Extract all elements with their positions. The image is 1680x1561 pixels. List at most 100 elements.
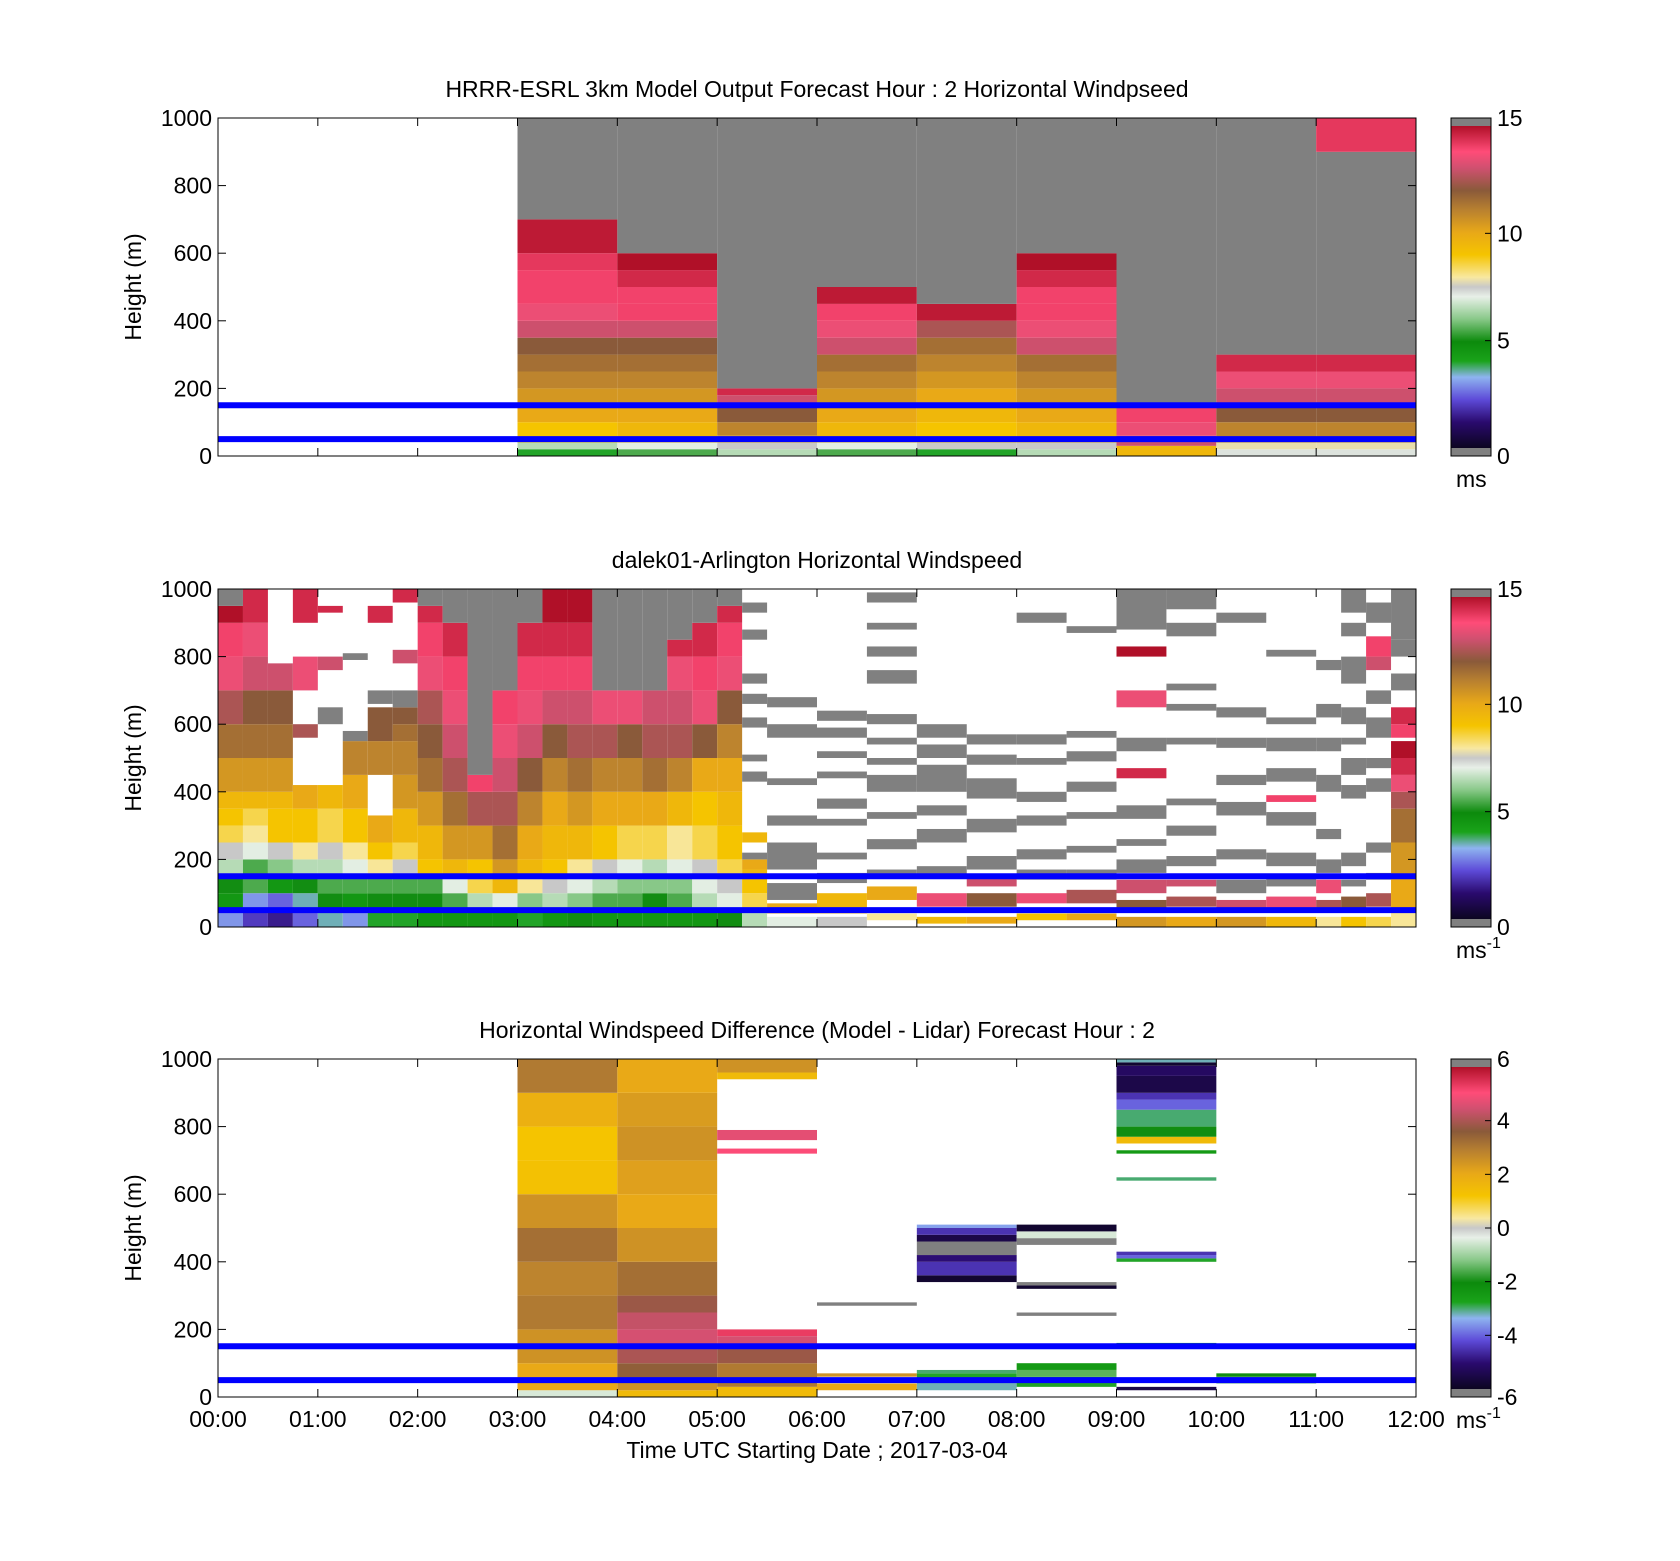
heatmap-cell (1266, 649, 1317, 657)
heatmap-cell (1116, 1258, 1217, 1262)
heatmap-cell (717, 1072, 817, 1080)
colorbar-tick-label: 15 (1497, 576, 1523, 602)
heatmap-cell (717, 388, 817, 396)
heatmap-cell (1016, 303, 1117, 321)
heatmap-cell (342, 774, 368, 809)
heatmap-cell (617, 1295, 718, 1313)
chart-title: HRRR-ESRL 3km Model Output Forecast Hour… (445, 76, 1188, 102)
heatmap-cell (1316, 405, 1416, 423)
heatmap-cell (218, 893, 243, 911)
heatmap-cell (617, 1363, 718, 1381)
heatmap-cell (267, 910, 293, 927)
heatmap-cell (317, 707, 343, 725)
heatmap-cell (742, 629, 768, 640)
heatmap-cell (916, 1234, 1017, 1242)
heatmap-cell (1316, 354, 1416, 372)
heatmap-cell (367, 605, 393, 623)
heatmap-cell (1316, 659, 1342, 671)
heatmap-cell (317, 893, 343, 911)
heatmap-cell (392, 690, 418, 708)
heatmap-cell (317, 910, 343, 927)
heatmap-cell (717, 118, 817, 389)
x-tick-label: 03:00 (489, 1406, 547, 1432)
heatmap-cell (916, 764, 967, 792)
heatmap-cell (717, 422, 817, 436)
heatmap-cell (567, 859, 593, 877)
heatmap-cell (717, 442, 817, 450)
heatmap-cell (218, 859, 243, 877)
heatmap-cell (317, 842, 343, 860)
heatmap-cell (517, 287, 618, 304)
heatmap-cell (817, 818, 867, 826)
heatmap-cell (617, 337, 718, 355)
heatmap-cell (592, 758, 618, 792)
heatmap-cell (1216, 737, 1267, 748)
heatmap-cell (218, 910, 243, 927)
heatmap-cell (966, 754, 1017, 765)
heatmap-cell (717, 724, 743, 758)
heatmap-cell (1391, 910, 1416, 927)
heatmap-cell (417, 825, 443, 860)
heatmap-cell (717, 1329, 817, 1337)
heatmap-cell (442, 859, 468, 877)
heatmap-cell (417, 910, 443, 927)
heatmap-cell (1166, 896, 1217, 907)
heatmap-cell (517, 253, 618, 271)
colorbar-tick-label: 2 (1497, 1161, 1510, 1187)
heatmap-cell (742, 673, 768, 684)
heatmap-cell (567, 656, 593, 691)
y-tick-label: 0 (199, 443, 212, 469)
heatmap-cell (1166, 683, 1217, 691)
colorbar-gradient (1451, 597, 1491, 919)
heatmap-cell (817, 710, 867, 721)
heatmap-cell (1216, 801, 1267, 816)
heatmap-cell (717, 690, 743, 725)
heatmap-cell (916, 724, 967, 738)
y-tick-label: 600 (174, 1181, 212, 1207)
heatmap-cell (242, 876, 268, 894)
heatmap-cell (542, 910, 568, 927)
heatmap-cell (267, 791, 293, 809)
heatmap-cell (667, 791, 693, 826)
heatmap-cell (392, 774, 418, 809)
heatmap-cell (517, 1059, 618, 1093)
heatmap-cell (1116, 445, 1217, 456)
heatmap-cell (492, 825, 518, 860)
heatmap-cell (617, 449, 718, 456)
heatmap-cell (1116, 805, 1167, 819)
heatmap-cell (1016, 1285, 1117, 1289)
heatmap-cell (417, 724, 443, 758)
heatmap-cell (916, 1275, 1017, 1283)
heatmap-cell (617, 690, 643, 725)
colorbar-tick-label: 5 (1497, 328, 1510, 354)
heatmap-cell (717, 876, 743, 894)
heatmap-cell (817, 118, 917, 287)
heatmap-cell (1266, 852, 1317, 867)
heatmap-cell (292, 893, 318, 911)
heatmap-cell (517, 893, 543, 911)
heatmap-cell (592, 825, 618, 860)
heatmap-cell (742, 910, 768, 927)
heatmap-cell (1116, 1177, 1217, 1181)
heatmap-cell (1016, 388, 1117, 406)
heatmap-cell (817, 1383, 917, 1391)
heatmap-cell (866, 646, 917, 657)
colorbar-tick-label: 4 (1497, 1108, 1510, 1134)
heatmap-cell (242, 791, 268, 809)
heatmap-cell (717, 589, 743, 606)
heatmap-cell (966, 876, 1017, 887)
heatmap-cell (342, 910, 368, 927)
heatmap-cell (1216, 916, 1267, 927)
heatmap-cell (717, 1346, 817, 1364)
heatmap-cell (1266, 896, 1317, 911)
colorbar-tick-label: -4 (1497, 1322, 1518, 1348)
heatmap-cell (1066, 626, 1117, 633)
heatmap-cell (442, 876, 468, 894)
heatmap-cell (342, 730, 368, 742)
heatmap-cell (642, 910, 668, 927)
heatmap-cell (442, 758, 468, 792)
y-tick-label: 200 (174, 846, 212, 872)
heatmap-cell (1216, 1373, 1317, 1377)
heatmap-cell (367, 893, 393, 911)
heatmap-cell (1066, 845, 1117, 853)
